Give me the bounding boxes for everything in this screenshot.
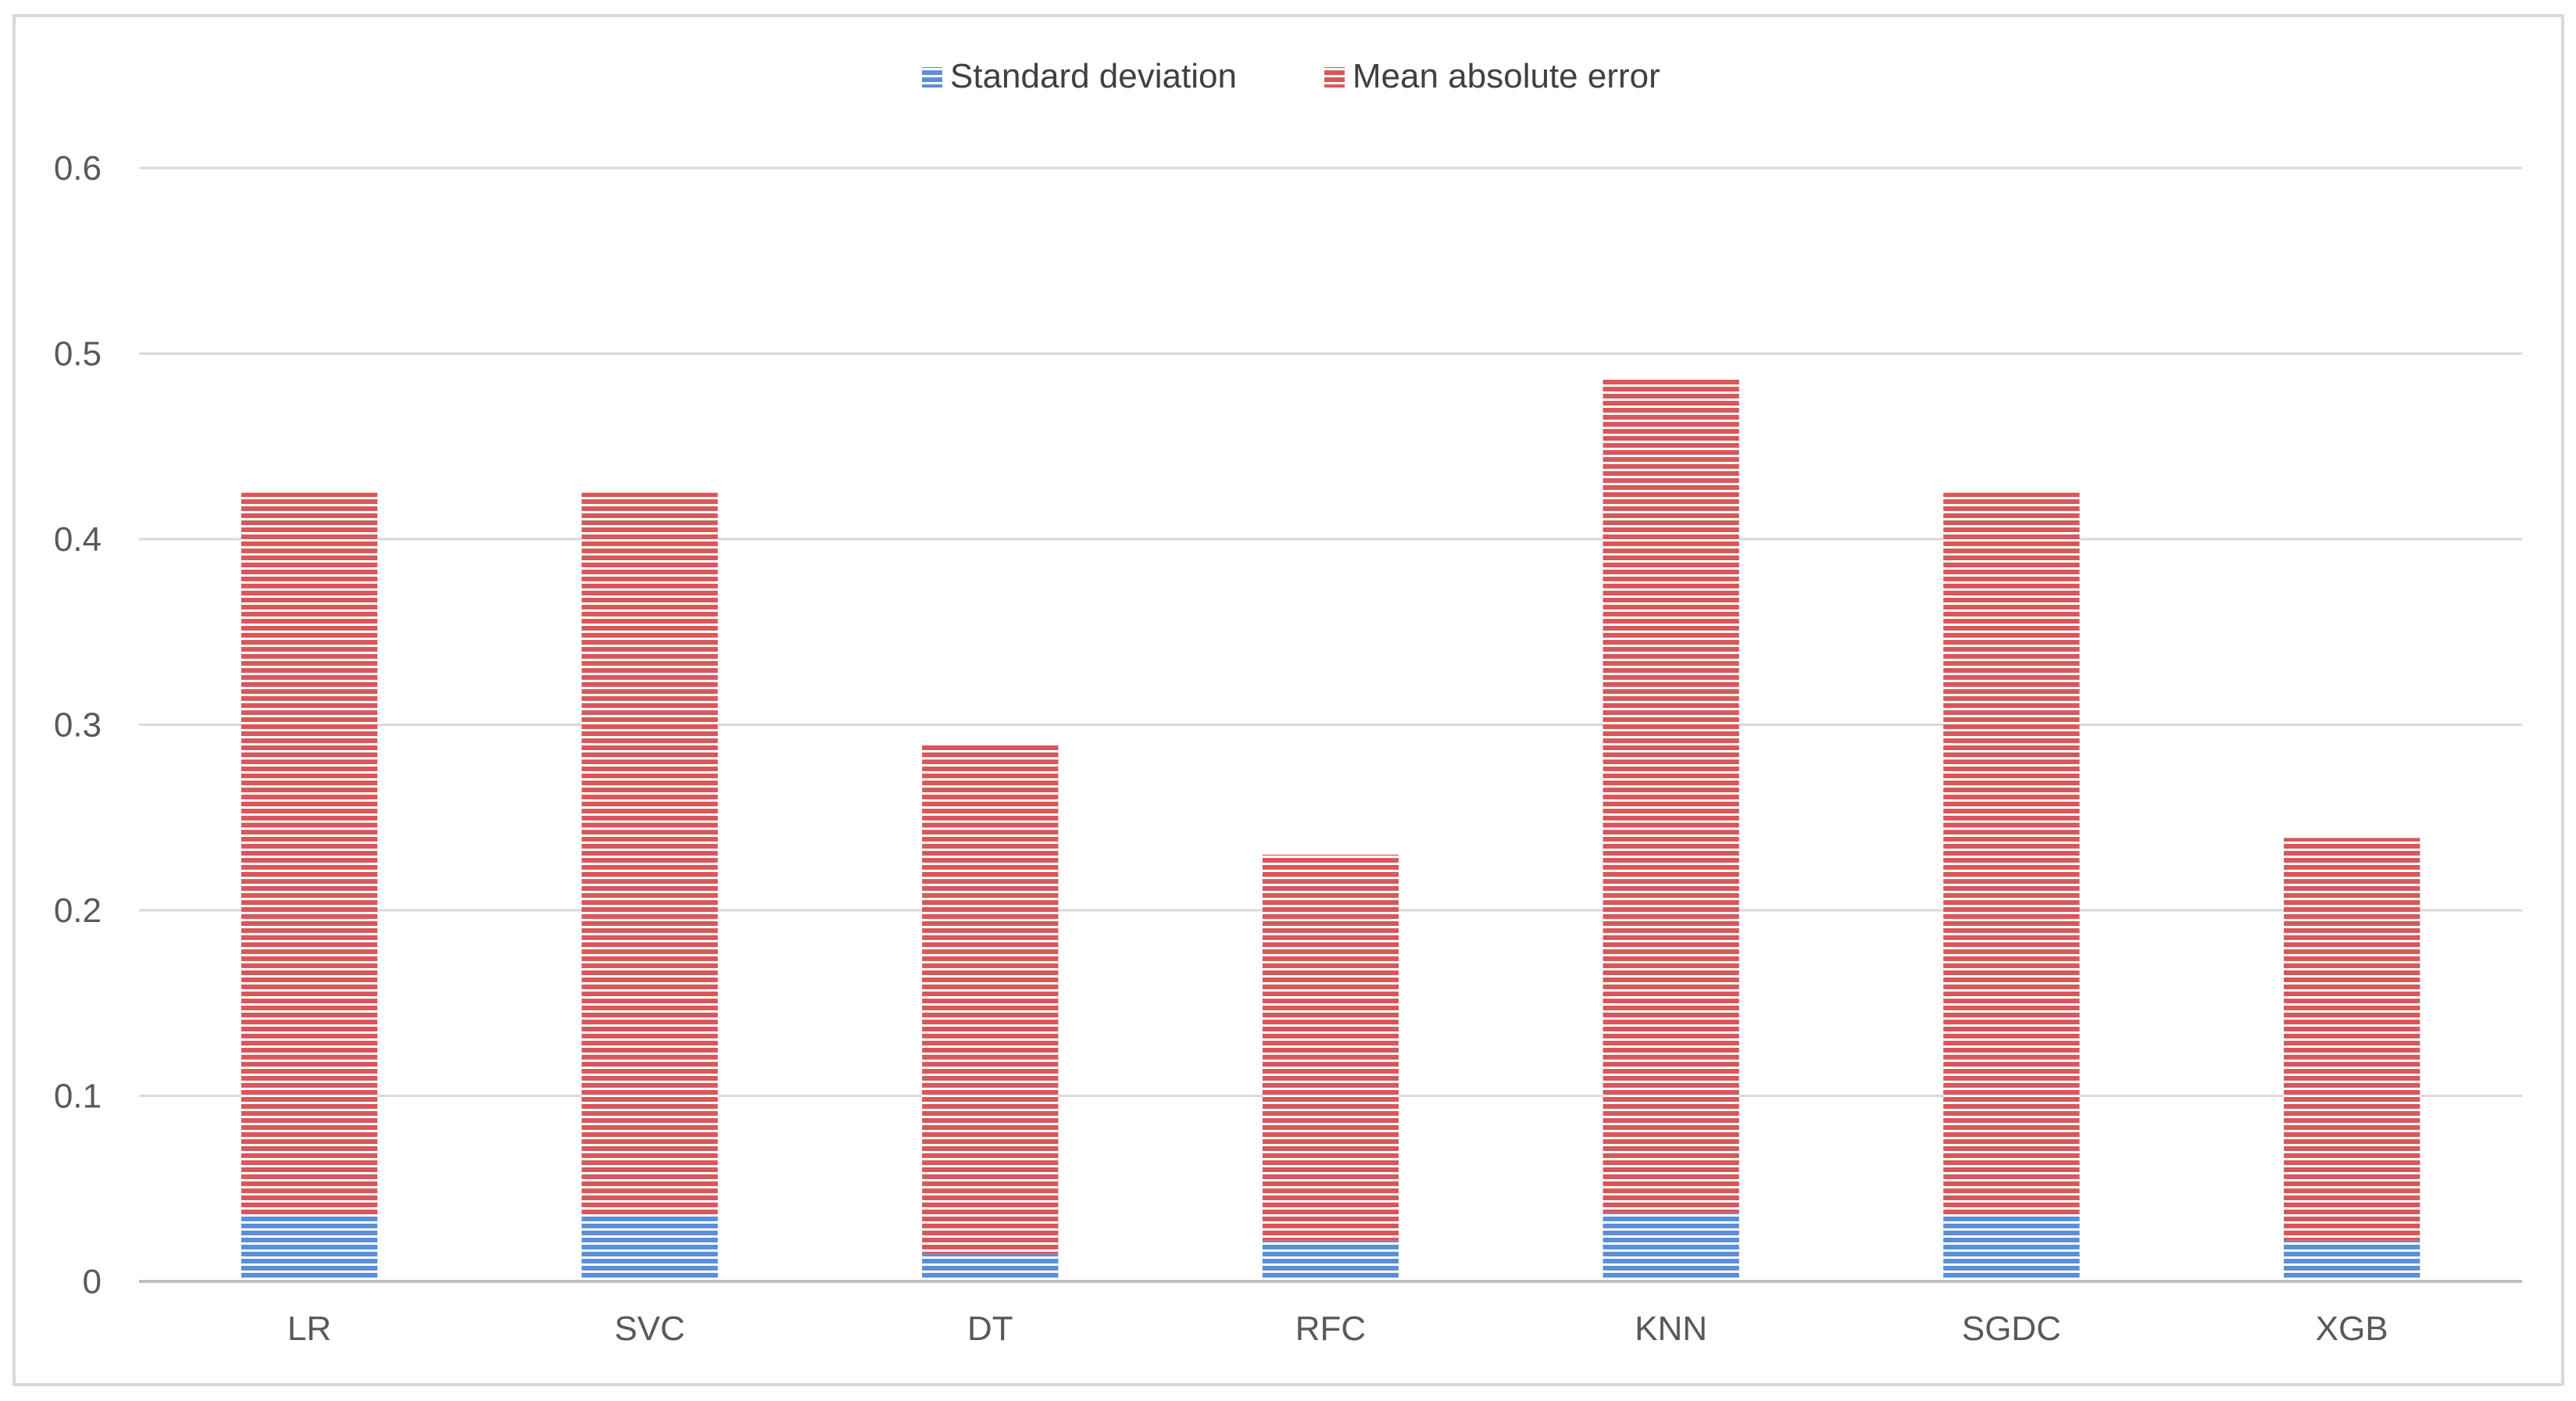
legend-swatch-standard-deviation bbox=[922, 67, 942, 88]
bar-standard-deviation-sgdc bbox=[1943, 1216, 2080, 1281]
y-tick-label: 0.5 bbox=[54, 335, 102, 373]
x-tick-label: LR bbox=[288, 1310, 331, 1348]
y-tick-label: 0.4 bbox=[54, 520, 102, 559]
y-tick-label: 0 bbox=[83, 1263, 102, 1301]
x-tick-label: SGDC bbox=[1962, 1310, 2061, 1348]
bar-standard-deviation-svc bbox=[581, 1216, 718, 1281]
x-tick-label: SVC bbox=[614, 1310, 684, 1348]
x-tick-label: XGB bbox=[2316, 1310, 2388, 1348]
legend-label-mean-absolute-error: Mean absolute error bbox=[1352, 57, 1660, 95]
bar-mean-absolute-error-sgdc bbox=[1943, 492, 2080, 1217]
bar-mean-absolute-error-knn bbox=[1602, 377, 1739, 1213]
x-tick-label: KNN bbox=[1635, 1310, 1707, 1348]
y-tick-label: 0.1 bbox=[54, 1078, 102, 1116]
y-tick-label: 0.2 bbox=[54, 892, 102, 930]
legend-label-standard-deviation: Standard deviation bbox=[950, 57, 1237, 95]
bars bbox=[241, 377, 2421, 1281]
bar-standard-deviation-dt bbox=[922, 1253, 1059, 1281]
y-tick-label: 0.6 bbox=[54, 149, 102, 188]
bar-mean-absolute-error-svc bbox=[581, 492, 718, 1217]
y-tick-label: 0.3 bbox=[54, 706, 102, 745]
bar-mean-absolute-error-rfc bbox=[1262, 854, 1399, 1241]
x-tick-label: DT bbox=[967, 1310, 1013, 1348]
legend-swatch-mean-absolute-error bbox=[1324, 67, 1345, 88]
y-tick-labels: 0 0.1 0.2 0.3 0.4 0.5 0.6 bbox=[54, 149, 102, 1301]
legend: Standard deviation Mean absolute error bbox=[922, 57, 1660, 95]
bar-mean-absolute-error-xgb bbox=[2284, 838, 2421, 1241]
x-tick-label: RFC bbox=[1295, 1310, 1366, 1348]
bar-mean-absolute-error-dt bbox=[922, 743, 1059, 1254]
gridlines bbox=[139, 166, 2522, 1097]
bar-standard-deviation-knn bbox=[1602, 1213, 1739, 1281]
bar-standard-deviation-lr bbox=[241, 1216, 377, 1281]
bar-mean-absolute-error-lr bbox=[241, 492, 377, 1217]
bar-standard-deviation-rfc bbox=[1262, 1240, 1399, 1281]
bar-standard-deviation-xgb bbox=[2284, 1240, 2421, 1281]
x-tick-labels: LR SVC DT RFC KNN SGDC XGB bbox=[288, 1310, 2388, 1348]
